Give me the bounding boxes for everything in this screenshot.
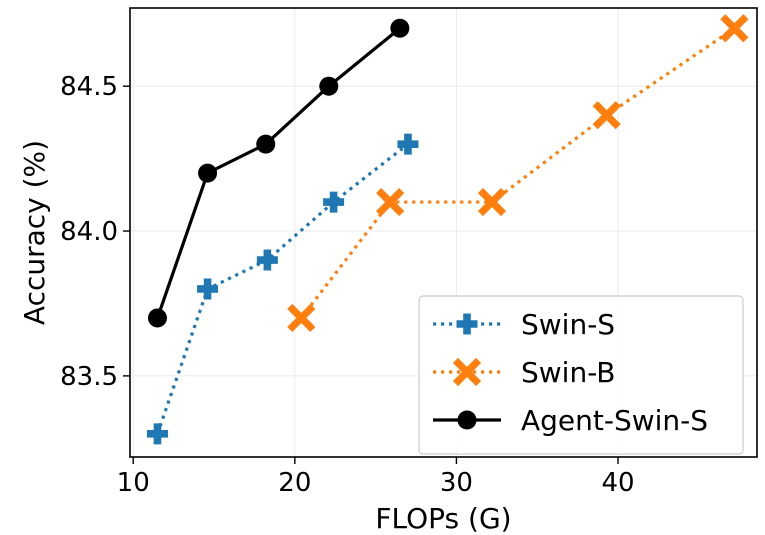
y-tick-label: 84.5 <box>60 72 118 102</box>
legend-marker-swin-s <box>456 313 478 335</box>
series-swin-s <box>146 133 419 445</box>
series-line-swin-s <box>155 142 409 435</box>
legend-label-swin-b: Swin-B <box>521 356 616 389</box>
point-swin-s <box>146 423 168 445</box>
point-agent-swin-s <box>147 308 167 328</box>
series-swin-b <box>287 14 749 333</box>
legend-marker-agent-swin-s <box>457 410 477 430</box>
axis-ticks: 10 20 30 40 83.5 84.0 84.5 <box>60 72 634 498</box>
legend-label-swin-s: Swin-S <box>521 308 615 341</box>
point-swin-s <box>256 249 278 271</box>
legend-label-agent-swin-s: Agent-Swin-S <box>521 404 708 437</box>
x-tick-label: 40 <box>601 468 634 498</box>
series-layer <box>146 14 749 445</box>
point-swin-b <box>376 187 405 217</box>
plot-frame <box>129 7 758 458</box>
point-swin-b <box>477 187 507 217</box>
point-swin-s <box>397 133 419 155</box>
legend-box <box>418 295 744 455</box>
x-tick-label: 10 <box>117 468 150 498</box>
point-swin-s <box>197 278 219 300</box>
series-agent-swin-s <box>147 18 410 328</box>
x-tick-label: 30 <box>440 468 473 498</box>
legend: Swin-S Swin-B Agent-Swin-S <box>418 295 744 455</box>
y-tick-label: 83.5 <box>60 362 118 392</box>
point-agent-swin-s <box>390 18 410 38</box>
point-swin-b <box>720 14 749 43</box>
point-agent-swin-s <box>319 76 339 96</box>
point-swin-b <box>287 303 316 333</box>
series-line-agent-swin-s <box>155 27 401 319</box>
y-axis-title: Accuracy (%) <box>18 140 51 325</box>
point-swin-s <box>323 191 345 213</box>
legend-marker-swin-b <box>452 357 482 387</box>
x-tick-label: 20 <box>278 468 311 498</box>
series-line-swin-b <box>300 26 736 319</box>
point-agent-swin-s <box>256 134 276 154</box>
point-agent-swin-s <box>198 163 218 183</box>
y-tick-label: 84.0 <box>60 217 118 247</box>
x-axis-title: FLOPs (G) <box>375 502 511 535</box>
point-swin-b <box>592 101 621 130</box>
